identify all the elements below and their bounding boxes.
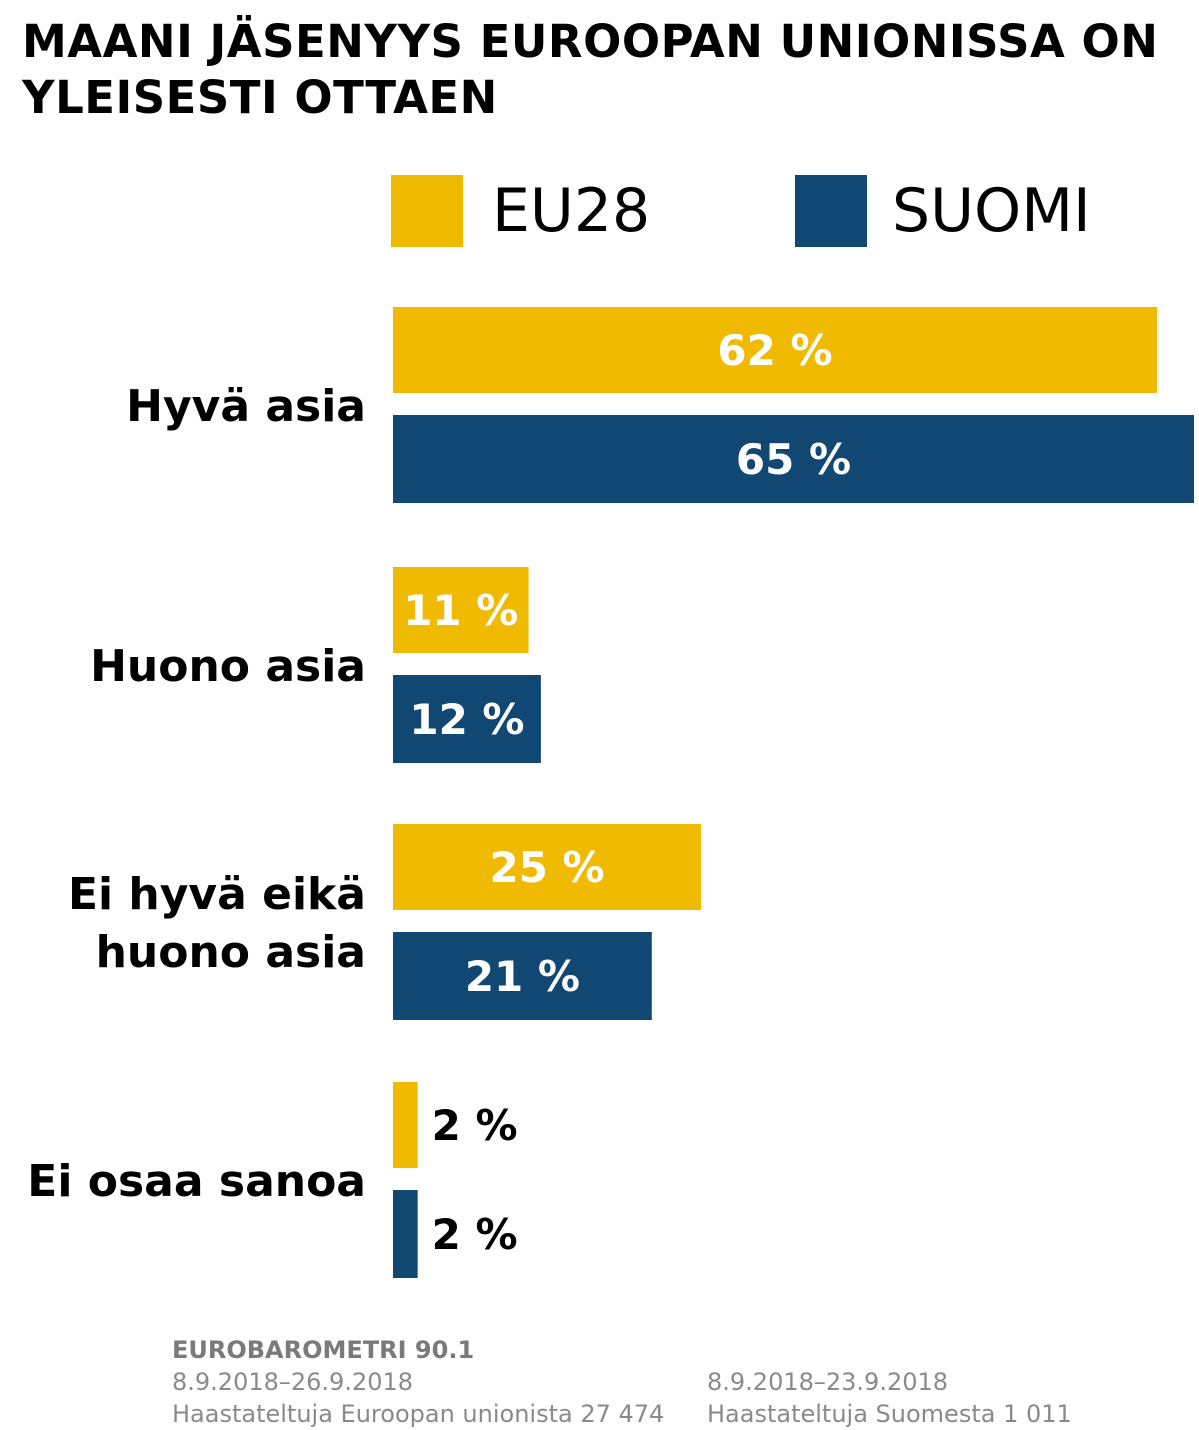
footer-right: 8.9.2018–23.9.2018 Haastateltuja Suomest…: [707, 1366, 1167, 1430]
category-label: Hyvä asia: [126, 381, 366, 432]
bar-eu28: [393, 307, 1158, 393]
bar-eu28: [393, 1082, 418, 1168]
legend-label-suomi: SUOMI: [892, 176, 1091, 246]
bar-suomi: [393, 932, 652, 1020]
bar-suomi: [393, 675, 541, 763]
category-label: Huono asia: [90, 641, 366, 692]
data-label: 65 %: [736, 435, 851, 484]
bar-suomi: [393, 415, 1194, 503]
category-label: Ei osaa sanoa: [27, 1156, 366, 1207]
data-label: 25 %: [489, 843, 604, 892]
data-label: 62 %: [717, 326, 832, 375]
bar-suomi: [393, 1190, 418, 1278]
data-label: 11 %: [403, 586, 518, 635]
category-label: Ei hyvä eikä: [68, 869, 366, 920]
data-label: 12 %: [409, 695, 524, 744]
legend-swatch-eu28: [391, 175, 463, 247]
legend-label-eu28: EU28: [492, 176, 651, 246]
footer-right-sample: Haastateltuja Suomesta 1 011: [707, 1400, 1072, 1428]
footer-source: EUROBAROMETRI 90.1: [172, 1336, 475, 1364]
footer-left-sample: Haastateltuja Euroopan unionista 27 474: [172, 1400, 665, 1428]
footer-left-dates: 8.9.2018–26.9.2018: [172, 1368, 414, 1396]
legend-swatch-suomi: [795, 175, 867, 247]
chart-title: MAANI JÄSENYYS EUROOPAN UNIONISSA ON YLE…: [22, 15, 1159, 124]
data-label: 21 %: [465, 952, 580, 1001]
category-label: huono asia: [96, 927, 366, 978]
bar-eu28: [393, 567, 529, 653]
footer-left: EUROBAROMETRI 90.1 8.9.2018–26.9.2018 Ha…: [172, 1334, 692, 1430]
data-label: 2 %: [432, 1210, 518, 1259]
bar-eu28: [393, 824, 702, 910]
footer-right-dates: 8.9.2018–23.9.2018: [707, 1368, 949, 1396]
data-label: 2 %: [432, 1101, 518, 1150]
